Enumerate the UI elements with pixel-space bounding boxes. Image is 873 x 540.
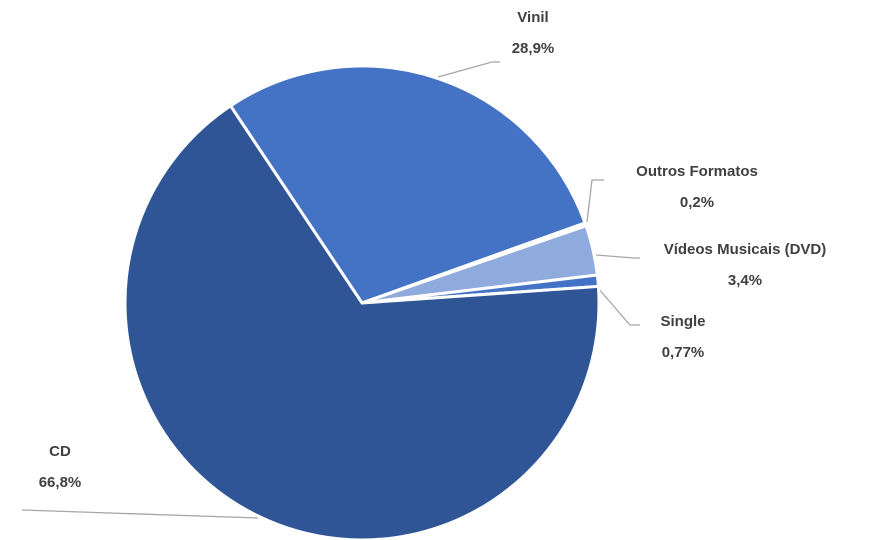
value-label: 3,4% xyxy=(728,272,762,289)
leader-line xyxy=(586,179,604,223)
pie-slice xyxy=(123,103,601,540)
slice-label: CD xyxy=(49,443,71,460)
leader-line xyxy=(21,509,259,519)
slice-label: Vinil xyxy=(517,9,548,26)
slice-label: Outros Formatos xyxy=(636,163,758,180)
leader-lines xyxy=(21,61,640,519)
slice-label: Vídeos Musicais (DVD) xyxy=(664,241,827,258)
value-label: 0,77% xyxy=(662,344,705,361)
leader-line xyxy=(437,61,500,78)
leader-line xyxy=(597,287,640,326)
value-label: 28,9% xyxy=(512,40,555,57)
slice-label: Single xyxy=(660,313,705,330)
leader-line xyxy=(595,254,640,259)
value-label: 66,8% xyxy=(39,474,82,491)
value-label: 0,2% xyxy=(680,194,714,211)
pie-slice xyxy=(228,64,588,305)
